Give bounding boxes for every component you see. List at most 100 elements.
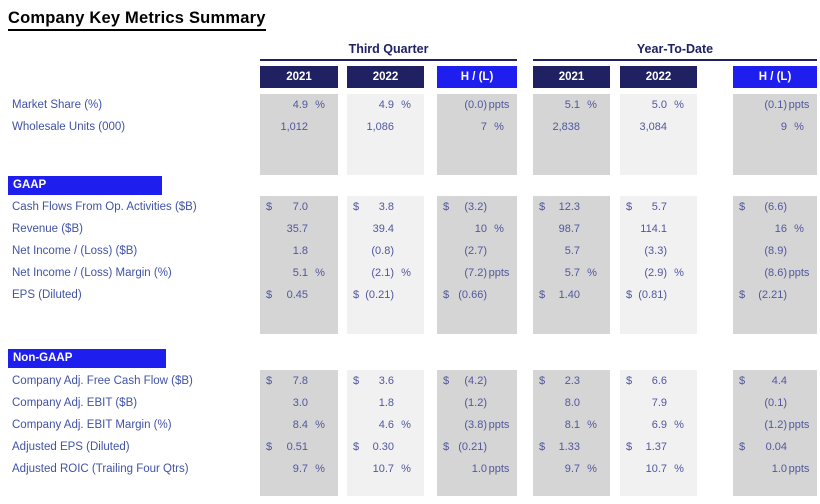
filler-cell <box>260 138 338 175</box>
cell-value: (0.66) <box>458 289 487 301</box>
col-header-q3-hl: H / (L) <box>437 66 517 88</box>
cell-value: 5.7 <box>564 245 580 257</box>
currency-symbol: $ <box>443 289 450 301</box>
table-row: Net Income / (Loss) ($B) 1.8 (0.8) (2.7) 5.7… <box>8 240 817 262</box>
filler-cell <box>733 306 817 334</box>
value-cell: 5.1% <box>533 94 610 116</box>
value-cell: $2.3 <box>533 370 610 392</box>
filler-cell <box>260 480 338 496</box>
cell-value: 5.1 <box>292 267 308 279</box>
value-cell: $ (4.2) <box>437 370 517 392</box>
value-cell: 114.1 <box>620 218 697 240</box>
value-cell: (0.0) ppts <box>437 94 517 116</box>
cell-unit: ppts <box>488 267 510 279</box>
cell-value: (2.1) <box>371 267 394 279</box>
cell-unit: % <box>674 463 684 475</box>
cell-unit: % <box>315 463 325 475</box>
cell-unit: ppts <box>788 267 810 279</box>
value-cell: $0.04 <box>733 436 817 458</box>
value-cell: 3,084 <box>620 116 697 138</box>
cell-value: 0.30 <box>372 441 394 453</box>
filler-cell <box>533 138 610 175</box>
value-cell: 1.8 <box>260 240 338 262</box>
currency-symbol: $ <box>539 375 546 387</box>
currency-symbol: $ <box>353 289 360 301</box>
group-header-row: Third Quarter Year-To-Date <box>8 41 817 61</box>
section-header-non-gaap: Non-GAAP <box>8 349 166 368</box>
cell-value: 5.1 <box>564 99 580 111</box>
page-header: Company Key Metrics Summary <box>0 0 820 41</box>
value-cell: 9% <box>733 116 817 138</box>
value-cell: 9.7% <box>533 458 610 480</box>
cell-value: 3.6 <box>378 375 394 387</box>
value-cell: (7.2) ppts <box>437 262 517 284</box>
cell-value: (3.2) <box>464 201 487 213</box>
value-cell: $5.7 <box>620 196 697 218</box>
value-cell: 6.9% <box>620 414 697 436</box>
cell-value: 10.7 <box>372 463 394 475</box>
value-cell: $ (0.21) <box>437 436 517 458</box>
cell-value: 9.7 <box>292 463 308 475</box>
value-cell: (0.1) ppts <box>733 94 817 116</box>
cell-unit: % <box>315 99 325 111</box>
row-label: Company Adj. EBIT Margin (%) <box>12 419 172 431</box>
cell-value: 1,086 <box>366 121 394 133</box>
col-header-ytd-2022: 2022 <box>620 66 697 88</box>
cell-value: 2,838 <box>552 121 580 133</box>
cell-value: (8.6) <box>764 267 787 279</box>
cell-unit: % <box>401 419 411 431</box>
filler-row <box>8 306 817 334</box>
value-cell: $ (2.21) <box>733 284 817 306</box>
value-cell: 8.0 <box>533 392 610 414</box>
row-label: Wholesale Units (000) <box>12 121 126 133</box>
cell-value: 2.3 <box>564 375 580 387</box>
value-cell: 35.7 <box>260 218 338 240</box>
cell-unit: % <box>315 267 325 279</box>
cell-value: (1.2) <box>464 397 487 409</box>
row-label: EPS (Diluted) <box>12 289 82 301</box>
cell-value: 12.3 <box>558 201 580 213</box>
currency-symbol: $ <box>739 441 746 453</box>
value-cell: 8.4% <box>260 414 338 436</box>
col-header-ytd-hl: H / (L) <box>733 66 817 88</box>
cell-unit: % <box>674 419 684 431</box>
column-header-row: 2021 2022 H / (L) 2021 2022 H / (L) <box>8 66 817 88</box>
group-header-third-quarter: Third Quarter <box>260 41 517 61</box>
filler-cell <box>620 138 697 175</box>
cell-unit: ppts <box>488 99 510 111</box>
value-cell: $3.6 <box>347 370 424 392</box>
value-cell: 5.1% <box>260 262 338 284</box>
currency-symbol: $ <box>443 441 450 453</box>
row-label: Market Share (%) <box>12 99 103 111</box>
filler-cell <box>437 306 517 334</box>
value-cell: $ (6.6) <box>733 196 817 218</box>
cell-value: 7.8 <box>292 375 308 387</box>
filler-cell <box>620 480 697 496</box>
value-cell: 4.9% <box>260 94 338 116</box>
cell-value: (0.8) <box>371 245 394 257</box>
cell-value: (4.2) <box>464 375 487 387</box>
value-cell: 39.4 <box>347 218 424 240</box>
filler-cell <box>347 480 424 496</box>
cell-value: 0.04 <box>765 441 787 453</box>
cell-unit: % <box>494 223 504 235</box>
currency-symbol: $ <box>739 289 746 301</box>
cell-value: (6.6) <box>764 201 787 213</box>
cell-unit: % <box>794 121 804 133</box>
value-cell: (8.6) ppts <box>733 262 817 284</box>
filler-cell <box>733 138 817 175</box>
value-cell: 1.0 ppts <box>437 458 517 480</box>
value-cell: (0.1) <box>733 392 817 414</box>
table-row: Company Adj. EBIT ($B) 3.0 1.8 (1.2) 8.0 7.9 (… <box>8 392 817 414</box>
value-cell: 2,838 <box>533 116 610 138</box>
cell-value: 5.7 <box>564 267 580 279</box>
value-cell: 5.7% <box>533 262 610 284</box>
currency-symbol: $ <box>626 441 633 453</box>
value-cell: 1.0 ppts <box>733 458 817 480</box>
col-header-ytd-2021: 2021 <box>533 66 610 88</box>
value-cell: $3.8 <box>347 196 424 218</box>
cell-value: 1,012 <box>280 121 308 133</box>
cell-value: 1.37 <box>645 441 667 453</box>
currency-symbol: $ <box>539 201 546 213</box>
